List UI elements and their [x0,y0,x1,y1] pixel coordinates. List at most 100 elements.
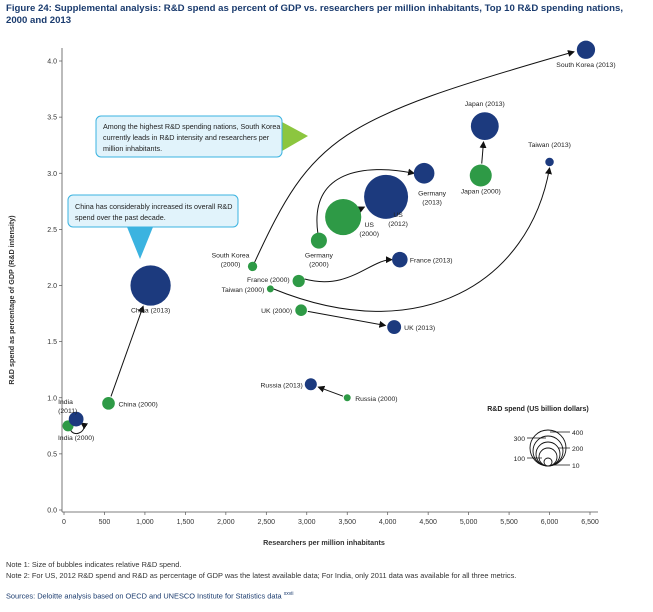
source-superscript: xxvii [283,591,294,597]
x-tick-label: 6,500 [581,519,599,526]
y-tick-label: 1.5 [47,339,57,346]
y-tick-label: 0.5 [47,451,57,458]
label-us-2012: US (2012) [388,212,408,228]
source-line: Sources: Deloitte analysis based on OECD… [6,591,293,600]
x-tick-label: 4,000 [379,519,397,526]
legend-value-100: 100 [514,456,526,463]
bubble-china-2000 [102,397,115,410]
y-tick-label: 0.0 [47,508,57,515]
axes: 0 500 1,000 1,500 2,000 2,500 3,000 3,500 4,000 4… [7,48,599,547]
arrow-india [69,422,89,434]
x-tick-label: 1,000 [136,519,154,526]
label-us-2000: US (2000) [359,222,379,238]
label-japan-2013: Japan (2013) [465,101,505,108]
label-south-korea-2000: South Korea (2000) [212,252,250,268]
x-tick-label: 2,000 [217,519,235,526]
label-india-2011: India (2011) [58,399,77,415]
note-2: Note 2: For US, 2012 R&D spend and R&D a… [6,571,517,580]
arrow-uk [307,310,387,328]
y-axis-title: R&D spend as percentage of GDP (R&D inte… [7,215,16,385]
x-tick-label: 0 [62,519,66,526]
bubble-russia-2013 [304,378,317,391]
bubble-us-2000 [325,198,362,236]
callout-south-korea-box [95,115,283,158]
arrow-japan [479,140,487,164]
bubble-taiwan-2000 [266,285,274,293]
x-tick-label: 2,500 [258,519,276,526]
bubble-germany-2000 [310,232,327,249]
callout-south-korea-text: Among the highest R&D spending nations, … [103,122,281,153]
x-tick-label: 500 [99,519,111,526]
x-tick-label: 6,000 [541,519,559,526]
bubble-france-2013 [392,251,408,268]
label-china-2000: China (2000) [119,401,158,408]
callout-china-box [67,194,239,228]
label-south-korea-2013: South Korea (2013) [556,62,615,69]
label-uk-2000: UK (2000) [261,308,292,315]
label-japan-2000: Japan (2000) [461,188,501,195]
y-tick-label: 3.5 [47,115,57,122]
callout-shapes [67,115,308,259]
label-russia-2000: Russia (2000) [355,396,397,403]
y-tick-label: 2.5 [47,227,57,234]
arrow-taiwan [273,167,552,312]
point-labels: India (2000) India (2011) China (2000) China… [58,62,616,442]
bubble-japan-2000 [469,164,492,187]
label-uk-2013: UK (2013) [404,325,435,332]
size-legend: R&D spend (US billion dollars) 400 300 200 1… [487,406,589,470]
y-tick-label: 4.0 [47,59,57,66]
x-tick-label: 5,500 [500,519,518,526]
legend-value-10: 10 [572,463,580,470]
note-1: Note 1: Size of bubbles indicates relati… [6,560,182,569]
legend-circle-10 [543,457,553,467]
bubble-south-korea-2000 [247,261,258,272]
bubble-south-korea-2013 [576,40,596,59]
bubble-uk-2013 [387,320,402,334]
bubble-uk-2000 [295,304,307,317]
figure-title: Figure 24: Supplemental analysis: R&D sp… [6,3,623,26]
x-axis-title: Researchers per million inhabitants [263,538,385,547]
legend-value-200: 200 [572,446,584,453]
bubble-taiwan-2013 [545,157,554,167]
label-germany-2000: Germany (2000) [305,253,334,269]
legend-title: R&D spend (US billion dollars) [487,406,589,413]
callout-china-pointer [127,227,153,259]
bubble-japan-2013 [470,112,499,141]
bubble-russia-2000 [343,394,351,402]
x-tick-label: 3,000 [298,519,316,526]
callout-south-korea-pointer [282,122,308,151]
bubble-france-2000 [292,274,305,288]
bubble-china-2013 [130,265,171,306]
label-india-2000: India (2000) [58,435,94,442]
label-germany-2013: Germany (2013) [418,190,447,206]
change-arrows [69,50,575,434]
arrow-china [110,305,145,397]
x-tick-label: 3,500 [338,519,356,526]
x-tick-label: 1,500 [177,519,195,526]
label-russia-2013: Russia (2013) [261,382,303,389]
label-china-2013: China (2013) [131,308,170,315]
arrow-russia [317,385,344,397]
y-tick-label: 2.0 [47,283,57,290]
arrow-south-korea [254,50,575,263]
source-text: Sources: Deloitte analysis based on OECD… [6,591,282,601]
legend-value-300: 300 [514,436,526,443]
label-france-2000: France (2000) [247,277,290,284]
bubble-us-2012 [364,174,409,219]
label-taiwan-2000: Taiwan (2000) [222,287,265,294]
legend-value-400: 400 [572,430,584,437]
arrow-france [304,256,393,283]
arrow-us [357,206,366,213]
bubble-india-2011 [68,411,84,427]
y-tick-label: 1.0 [47,395,57,402]
label-taiwan-2013: Taiwan (2013) [528,142,571,149]
y-tick-label: 3.0 [47,171,57,178]
bubble-germany-2013 [413,162,435,184]
x-tick-label: 4,500 [419,519,437,526]
arrow-germany [316,168,416,234]
callout-china-text: China has considerably increased its ove… [75,202,233,222]
x-tick-label: 5,000 [460,519,478,526]
label-france-2013: France (2013) [410,258,453,265]
data-points [62,40,596,432]
